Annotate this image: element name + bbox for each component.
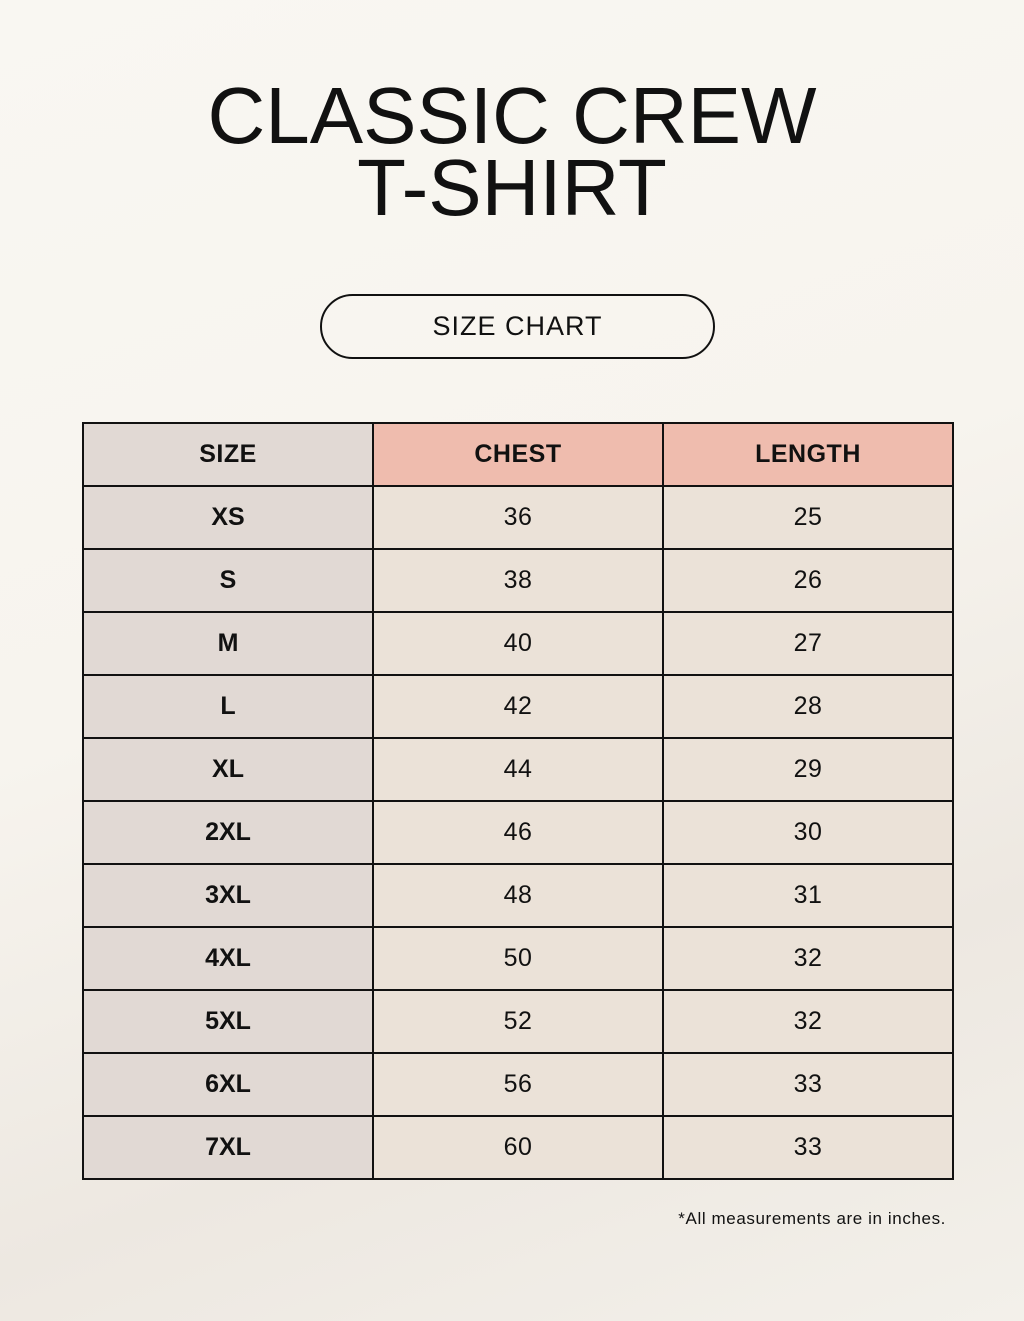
table-row: L 42 28 [82, 674, 954, 739]
table-header-row: SIZE CHEST LENGTH [82, 422, 954, 487]
chest-cell: 46 [372, 800, 664, 865]
length-cell: 27 [662, 611, 954, 676]
length-cell: 33 [662, 1052, 954, 1117]
header-length: LENGTH [662, 422, 954, 487]
length-cell: 30 [662, 800, 954, 865]
length-cell: 28 [662, 674, 954, 739]
size-cell: XL [82, 737, 374, 802]
size-cell: 6XL [82, 1052, 374, 1117]
length-cell: 26 [662, 548, 954, 613]
chest-cell: 40 [372, 611, 664, 676]
length-cell: 33 [662, 1115, 954, 1180]
size-cell: 5XL [82, 989, 374, 1054]
table-row: 3XL 48 31 [82, 863, 954, 928]
chest-cell: 42 [372, 674, 664, 739]
table-row: 5XL 52 32 [82, 989, 954, 1054]
length-cell: 29 [662, 737, 954, 802]
length-cell: 32 [662, 989, 954, 1054]
header-size: SIZE [82, 422, 374, 487]
chest-cell: 52 [372, 989, 664, 1054]
size-cell: XS [82, 485, 374, 550]
length-cell: 25 [662, 485, 954, 550]
length-cell: 32 [662, 926, 954, 991]
size-cell: 7XL [82, 1115, 374, 1180]
chest-cell: 36 [372, 485, 664, 550]
size-table: SIZE CHEST LENGTH XS 36 25 S 38 26 M 40 27 L 42 28 X… [82, 422, 954, 1180]
table-row: XL 44 29 [82, 737, 954, 802]
measurement-note: *All measurements are in inches. [678, 1209, 946, 1228]
size-cell: M [82, 611, 374, 676]
size-chart-badge: SIZE CHART [320, 294, 715, 359]
chest-cell: 44 [372, 737, 664, 802]
length-cell: 31 [662, 863, 954, 928]
table-row: M 40 27 [82, 611, 954, 676]
chest-cell: 60 [372, 1115, 664, 1180]
size-cell: L [82, 674, 374, 739]
table-row: 2XL 46 30 [82, 800, 954, 865]
size-cell: 3XL [82, 863, 374, 928]
table-row: 4XL 50 32 [82, 926, 954, 991]
chest-cell: 48 [372, 863, 664, 928]
title-line-1: CLASSIC CREW [207, 71, 817, 160]
page-title: CLASSIC CREW T-SHIRT [0, 71, 1024, 232]
chest-cell: 50 [372, 926, 664, 991]
chest-cell: 38 [372, 548, 664, 613]
header-chest: CHEST [372, 422, 664, 487]
table-row: 6XL 56 33 [82, 1052, 954, 1117]
table-row: S 38 26 [82, 548, 954, 613]
size-cell: S [82, 548, 374, 613]
size-cell: 2XL [82, 800, 374, 865]
title-line-2: T-SHIRT [357, 143, 667, 232]
table-row: XS 36 25 [82, 485, 954, 550]
chest-cell: 56 [372, 1052, 664, 1117]
size-cell: 4XL [82, 926, 374, 991]
table-row: 7XL 60 33 [82, 1115, 954, 1180]
